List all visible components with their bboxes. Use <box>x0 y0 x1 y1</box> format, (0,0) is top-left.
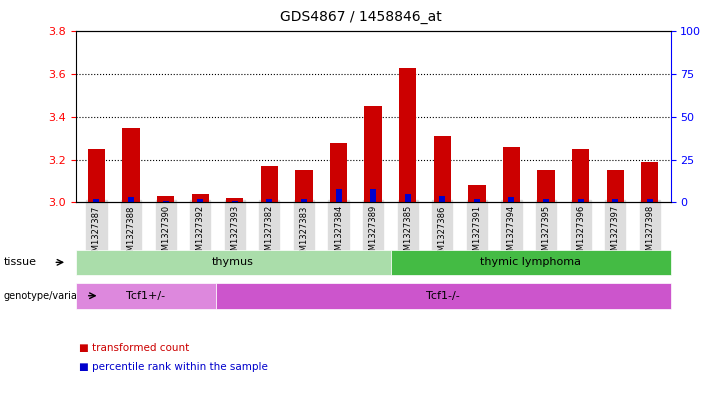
Bar <box>123 128 140 202</box>
Bar <box>197 199 203 202</box>
Bar <box>192 194 209 202</box>
Text: ■ transformed count: ■ transformed count <box>79 343 190 353</box>
Text: tissue: tissue <box>4 257 37 267</box>
Bar <box>266 199 273 202</box>
Bar <box>503 147 520 202</box>
Bar <box>508 197 515 202</box>
Bar <box>163 201 169 202</box>
Bar <box>474 199 480 202</box>
Bar <box>157 196 174 202</box>
Text: Tcf1+/-: Tcf1+/- <box>126 291 165 301</box>
Bar <box>399 68 416 202</box>
Bar <box>578 199 583 202</box>
Bar <box>641 162 658 202</box>
Bar <box>231 201 238 202</box>
Bar <box>128 197 134 202</box>
Bar <box>94 199 99 202</box>
Bar <box>261 166 278 202</box>
Bar <box>612 199 618 202</box>
Bar <box>365 106 381 202</box>
Bar <box>330 143 348 202</box>
Bar <box>335 189 342 202</box>
Bar <box>296 170 313 202</box>
Bar <box>543 199 549 202</box>
Bar <box>572 149 589 202</box>
Text: ■ percentile rank within the sample: ■ percentile rank within the sample <box>79 362 268 373</box>
Bar <box>439 196 446 202</box>
Bar <box>226 198 244 202</box>
Bar <box>606 170 624 202</box>
Text: GDS4867 / 1458846_at: GDS4867 / 1458846_at <box>280 10 441 24</box>
Bar <box>404 194 411 202</box>
Bar <box>468 185 485 202</box>
Bar <box>433 136 451 202</box>
Bar <box>647 199 653 202</box>
Text: thymus: thymus <box>212 257 254 267</box>
Bar <box>301 199 307 202</box>
Bar <box>537 170 554 202</box>
Text: genotype/variation: genotype/variation <box>4 291 96 301</box>
Bar <box>88 149 105 202</box>
Bar <box>370 189 376 202</box>
Text: Tcf1-/-: Tcf1-/- <box>426 291 460 301</box>
Text: thymic lymphoma: thymic lymphoma <box>480 257 581 267</box>
